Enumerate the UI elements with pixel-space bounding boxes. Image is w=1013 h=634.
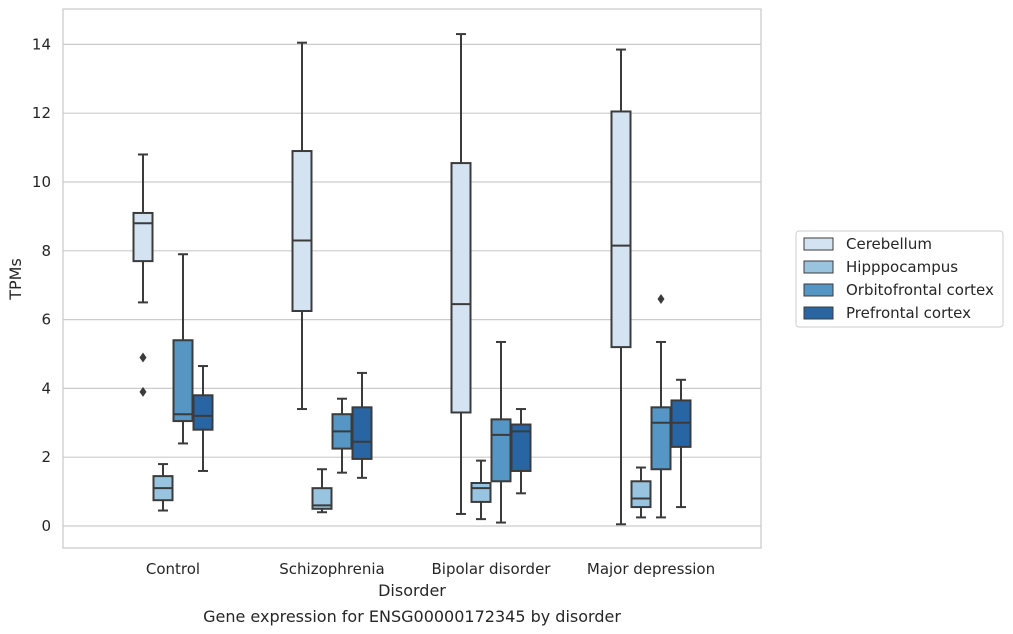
legend-swatch [803, 260, 834, 274]
box-1-2 [470, 459, 492, 521]
y-axis-ticks: 0 2 4 6 8 10 12 14 [32, 35, 51, 535]
box-3-3 [670, 378, 692, 509]
box-body [650, 406, 672, 471]
box-body [490, 418, 512, 483]
box-3-0 [192, 365, 214, 472]
box-0-2 [450, 33, 472, 515]
box-3-2 [510, 408, 532, 495]
outlier-point [139, 386, 147, 397]
box-0-1 [291, 41, 313, 411]
box-body [351, 406, 373, 460]
box-body [291, 150, 313, 312]
y-tick-label: 2 [41, 448, 51, 466]
y-tick-label: 10 [32, 173, 51, 191]
x-axis-ticks: Control Schizophrenia Bipolar disorder Majo… [146, 560, 715, 578]
legend: Cerebellum Hipppocampus Orbitofrontal cort… [795, 230, 1004, 328]
x-tick-label: Control [146, 560, 200, 578]
box-body [311, 487, 333, 510]
x-axis-label: Disorder [378, 581, 446, 600]
y-tick-label: 8 [41, 242, 51, 260]
box-body [450, 162, 472, 414]
boxes [132, 33, 692, 526]
box-1-3 [630, 466, 652, 519]
legend-label: Prefrontal cortex [846, 304, 971, 322]
y-tick-label: 14 [32, 35, 51, 53]
y-tick-label: 12 [32, 104, 51, 122]
box-1-1 [311, 468, 333, 514]
outlier-point [139, 352, 147, 363]
box-body [470, 482, 492, 503]
outlier-point [657, 293, 665, 304]
box-body [610, 110, 632, 349]
box-2-0 [172, 253, 194, 445]
y-axis-label: TPMs [6, 258, 25, 301]
box-2-1 [331, 397, 353, 474]
box-body [132, 211, 154, 263]
x-tick-label: Bipolar disorder [432, 560, 552, 578]
box-2-3 [650, 293, 672, 519]
x-tick-label: Major depression [587, 560, 715, 578]
legend-swatch [803, 283, 834, 297]
box-0-0 [132, 153, 154, 397]
legend-label: Hipppocampus [846, 258, 958, 276]
box-1-0 [152, 463, 174, 512]
legend-swatch [803, 306, 834, 320]
legend-swatch [803, 237, 834, 251]
plot-frame [62, 8, 762, 549]
y-tick-label: 6 [41, 311, 51, 329]
x-tick-label: Schizophrenia [279, 560, 384, 578]
y-tick-label: 4 [41, 379, 51, 397]
legend-label: Orbitofrontal cortex [846, 281, 994, 299]
box-body [192, 394, 214, 431]
chart-title: Gene expression for ENSG00000172345 by d… [203, 607, 621, 626]
box-body [172, 339, 194, 423]
box-body [630, 480, 652, 509]
box-3-1 [351, 371, 373, 479]
box-0-3 [610, 48, 632, 526]
box-body [510, 423, 532, 472]
y-tick-label: 0 [41, 517, 51, 535]
legend-frame [795, 230, 1004, 328]
box-2-2 [490, 340, 512, 524]
legend-label: Cerebellum [846, 235, 932, 253]
